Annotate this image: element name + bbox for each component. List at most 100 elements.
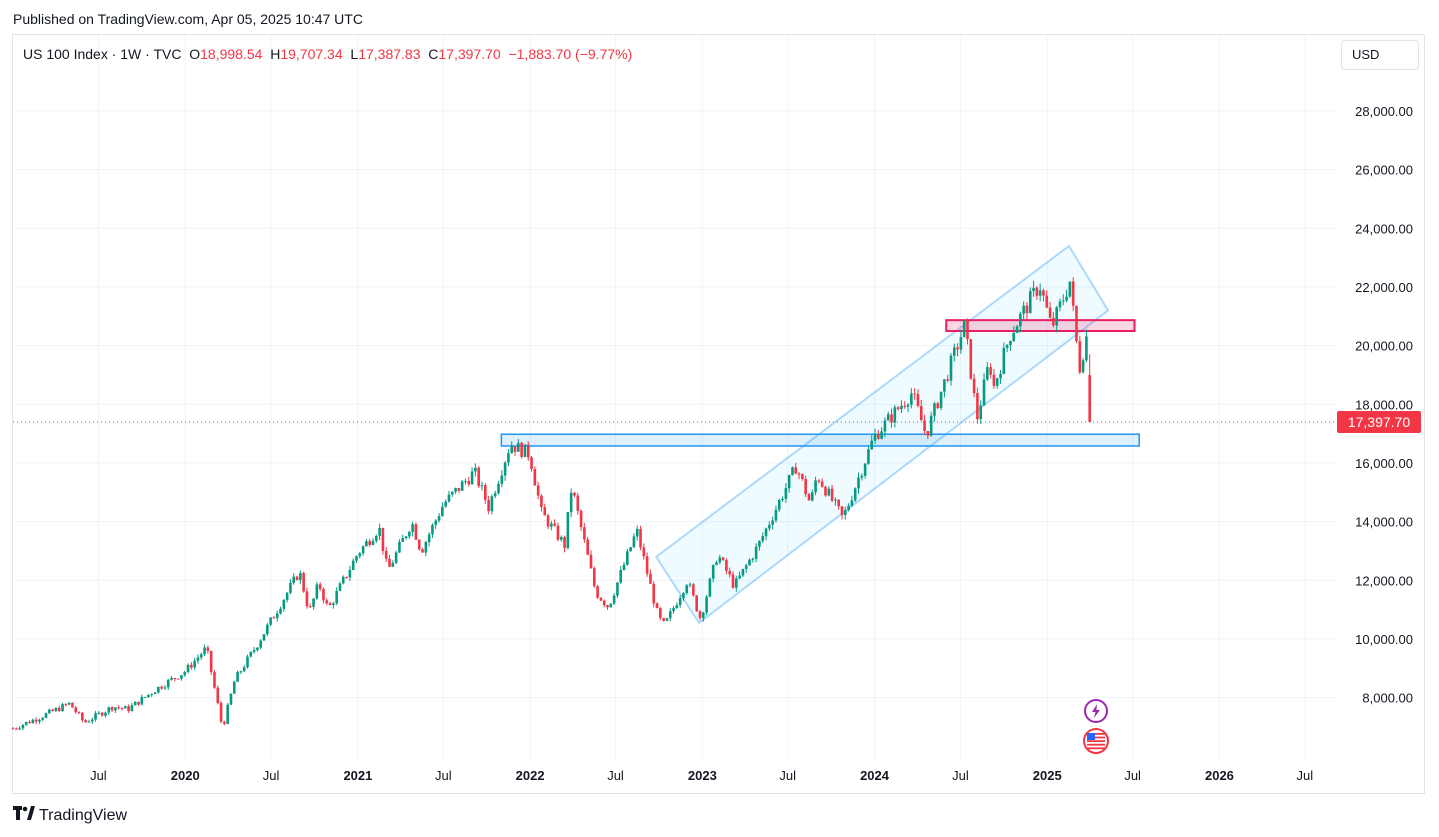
candle	[94, 710, 97, 722]
candle-body	[857, 477, 860, 489]
candle-body	[1025, 305, 1029, 314]
candle	[520, 441, 523, 459]
candle-body	[659, 608, 662, 619]
candle-body	[602, 600, 606, 606]
candle	[543, 503, 547, 516]
candle	[150, 693, 154, 697]
candle-body	[219, 703, 223, 722]
candle-body	[546, 515, 550, 527]
high-value: 19,707.34	[280, 46, 343, 62]
candle	[480, 481, 484, 491]
candle	[302, 571, 305, 593]
candle-body	[655, 603, 659, 609]
candle-body	[913, 393, 916, 395]
currency-selector[interactable]: USD	[1341, 40, 1419, 70]
candle	[266, 623, 269, 637]
candle-body	[242, 667, 246, 672]
candle	[434, 519, 438, 529]
candle-body	[67, 702, 71, 705]
candle	[186, 663, 190, 674]
candle-body	[170, 677, 173, 680]
candle	[190, 662, 193, 670]
price-tick-label: 20,000.00	[1355, 339, 1413, 354]
candle	[616, 582, 619, 599]
candle-body	[949, 355, 953, 381]
candle	[754, 543, 758, 563]
candle-body	[586, 539, 589, 555]
candle	[54, 707, 58, 712]
candle-body	[332, 603, 335, 605]
candle	[1028, 287, 1032, 314]
candle-body	[302, 573, 305, 592]
candle-body	[662, 618, 665, 621]
candle	[365, 538, 368, 547]
candle-body	[120, 707, 124, 709]
candle	[665, 617, 669, 622]
candle	[394, 550, 398, 565]
candle	[896, 405, 900, 411]
candle	[678, 594, 682, 608]
candle	[1042, 288, 1045, 302]
price-tick-label: 24,000.00	[1355, 221, 1413, 236]
candle-body	[150, 694, 154, 696]
candle-body	[21, 724, 25, 729]
candle	[906, 403, 910, 413]
candle	[880, 427, 883, 440]
price-tick-label: 10,000.00	[1355, 632, 1413, 647]
candle-body	[223, 721, 226, 724]
candle-body	[493, 493, 497, 497]
candle	[573, 491, 576, 498]
candle	[602, 599, 606, 608]
candle-body	[289, 583, 292, 593]
candle	[612, 593, 616, 605]
candle	[447, 490, 451, 503]
candle	[57, 705, 61, 712]
candle-body	[612, 595, 616, 604]
candle-body	[969, 339, 973, 379]
candle-body	[943, 379, 946, 392]
candle-body	[824, 486, 827, 496]
candle-body	[31, 719, 35, 724]
candle-body	[1002, 347, 1006, 374]
candle-body	[668, 611, 672, 619]
time-tick-label: 2022	[516, 768, 545, 783]
footer-brand[interactable]: TradingView	[13, 806, 127, 825]
candle	[632, 533, 636, 549]
candle-body	[986, 367, 989, 380]
candle	[1052, 311, 1055, 328]
lightning-icon[interactable]	[1084, 699, 1108, 723]
candle-body	[695, 595, 698, 612]
candle	[1078, 335, 1082, 375]
candle-body	[57, 707, 61, 712]
candle-body	[665, 618, 669, 621]
symbol-title[interactable]: US 100 Index · 1W · TVC	[23, 46, 182, 62]
candle-body	[619, 570, 623, 583]
us-flag-icon[interactable]	[1083, 728, 1109, 754]
candle-body	[299, 573, 302, 581]
candle-body	[203, 647, 206, 655]
candle	[209, 650, 213, 676]
candle-body	[784, 488, 788, 499]
candle-body	[992, 374, 996, 386]
candle-body	[11, 728, 15, 730]
candle-body	[844, 510, 847, 515]
candle	[507, 448, 510, 467]
candle	[675, 602, 679, 609]
time-tick-label: Jul	[1124, 768, 1141, 783]
candle-body	[599, 597, 603, 601]
candle	[530, 455, 533, 472]
candle	[791, 466, 794, 476]
candle	[540, 494, 543, 512]
candle-body	[626, 551, 629, 565]
candle-body	[1009, 341, 1012, 346]
candle-body	[190, 664, 193, 668]
candle	[979, 400, 983, 424]
candle	[332, 601, 335, 609]
candle-body	[308, 606, 312, 608]
candle	[986, 362, 989, 382]
candle	[1015, 324, 1019, 334]
candle-body	[718, 557, 722, 563]
candle	[546, 513, 550, 530]
high-label: H	[270, 46, 281, 62]
